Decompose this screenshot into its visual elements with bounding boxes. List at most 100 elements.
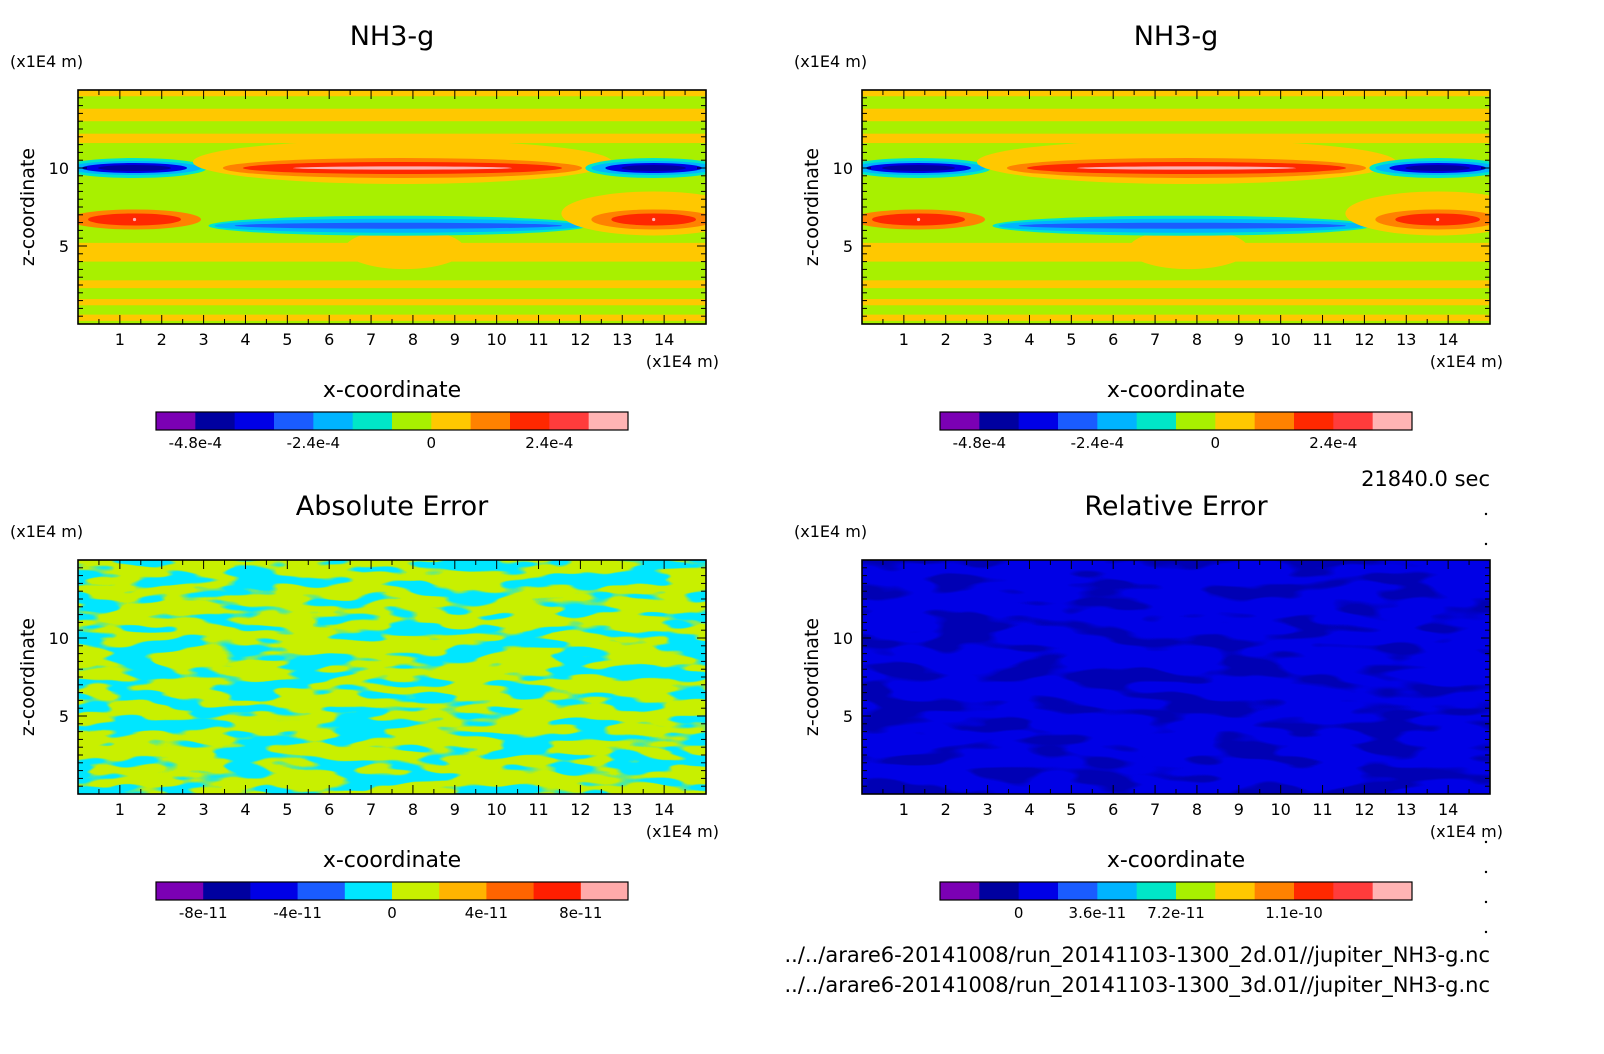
chart-title: NH3-g: [350, 21, 435, 52]
x-tick-label: 8: [1192, 800, 1202, 819]
colorbar-frame: [939, 411, 1413, 431]
x-tick-label: 9: [450, 330, 460, 349]
x-unit-label: (x1E4 m): [646, 822, 719, 841]
x-tick-label: 11: [1312, 330, 1332, 349]
x-tick-label: 14: [654, 800, 674, 819]
x-tick-label: 5: [1066, 330, 1076, 349]
panel-nh3-3d: NH3-g (x1E4 m) (x1E4 m) x-coordinate z-coord…: [794, 21, 1503, 452]
x-axis: [98, 560, 686, 794]
colorbar: 0 3.6e-11 7.2e-11 1.1e-10: [939, 881, 1413, 922]
colorbar-swatch: [1058, 412, 1098, 430]
colorbar-swatch: [156, 882, 204, 900]
colorbar-swatch: [203, 882, 251, 900]
x-tick-label: 1: [899, 800, 909, 819]
colorbar-tick-label: 8e-11: [559, 904, 602, 922]
z-tick-label: 5: [843, 237, 853, 256]
colorbar-swatch: [234, 412, 275, 430]
x-tick-label: 7: [366, 330, 376, 349]
z-tick-label: 10: [833, 629, 853, 648]
x-tick-label: 10: [1270, 330, 1290, 349]
colorbar-swatch: [313, 412, 354, 430]
panel-nh3-2d: NH3-g (x1E4 m) (x1E4 m) x-coordinate z-coord…: [10, 21, 719, 452]
z-tick-label: 10: [49, 629, 69, 648]
x-unit-label: (x1E4 m): [1430, 352, 1503, 371]
x-tick-label: 12: [570, 800, 590, 819]
field-features: [78, 140, 706, 236]
colorbar-tick-label: 1.1e-10: [1265, 904, 1323, 922]
colorbar-swatch: [1176, 882, 1216, 900]
field-band: [862, 314, 1490, 321]
colorbar-swatch: [1294, 882, 1334, 900]
colorbar-tick-label: -4.8e-4: [169, 434, 222, 452]
x-unit-label: (x1E4 m): [646, 352, 719, 371]
colorbar-tick-label: -8e-11: [179, 904, 228, 922]
colorbar-tick-label: 0: [427, 434, 437, 452]
file-path-2d: ../../arare6-20141008/run_20141103-1300_…: [784, 943, 1490, 968]
x-tick-label: 1: [115, 330, 125, 349]
chart-title: NH3-g: [1134, 21, 1219, 52]
x-tick-label: 6: [1108, 330, 1118, 349]
x-axis: [98, 90, 686, 324]
x-tick-label: 3: [199, 330, 209, 349]
colorbar-swatch: [486, 882, 535, 900]
x-tick-label: 12: [1354, 330, 1374, 349]
colorbar-swatch: [1018, 412, 1059, 430]
negative-peak: [621, 165, 687, 171]
positive-peak: [1076, 166, 1297, 170]
z-axis: [862, 97, 1490, 317]
field-band: [78, 133, 706, 144]
colorbar-swatch: [940, 412, 980, 430]
colorbar-swatch: [439, 882, 487, 900]
plot-area: [78, 560, 706, 794]
colorbar-swatch: [1254, 412, 1295, 430]
field-band: [78, 299, 706, 306]
colorbar-tick-label: 2.4e-4: [525, 434, 573, 452]
x-tick-label: 7: [1150, 800, 1160, 819]
colorbar-swatch: [549, 412, 590, 430]
colorbar-tick-label: -4.8e-4: [953, 434, 1006, 452]
colorbar-swatch: [392, 412, 432, 430]
z-axis-label: z-coordinate: [801, 148, 823, 266]
negative-core: [234, 222, 563, 229]
x-axis: [882, 90, 1470, 324]
colorbar-tick-label: -2.4e-4: [287, 434, 340, 452]
field-features: [862, 140, 1490, 236]
colorbar-tick-label: 0: [387, 904, 397, 922]
x-tick-label: 4: [240, 800, 250, 819]
z-axis-label: z-coordinate: [17, 618, 39, 736]
x-tick-label: 5: [282, 330, 292, 349]
z-axis: [862, 567, 1490, 787]
x-tick-label: 11: [528, 330, 548, 349]
z-unit-label: (x1E4 m): [794, 52, 867, 71]
colorbar-tick-label: 4e-11: [465, 904, 508, 922]
x-tick-label: 14: [1438, 800, 1458, 819]
plot-area: [862, 90, 1490, 324]
colorbar-tick-label: 7.2e-11: [1147, 904, 1205, 922]
colorbar-swatch: [1215, 882, 1256, 900]
z-tick-label: 5: [59, 707, 69, 726]
x-tick-label: 13: [612, 330, 632, 349]
x-tick-label: 8: [408, 800, 418, 819]
z-unit-label: (x1E4 m): [10, 522, 83, 541]
time-label: 21840.0 sec: [1361, 467, 1490, 491]
x-tick-label: 14: [1438, 330, 1458, 349]
colorbar-swatch: [1097, 412, 1138, 430]
x-axis-label: x-coordinate: [1107, 848, 1245, 873]
x-axis: [882, 560, 1470, 794]
x-tick-label: 13: [1396, 800, 1416, 819]
field-band: [78, 314, 706, 321]
colorbar: -4.8e-4 -2.4e-4 0 2.4e-4: [939, 411, 1413, 452]
z-tick-label: 10: [833, 159, 853, 178]
x-tick-label: 10: [486, 330, 506, 349]
colorbar: -8e-11 -4e-11 0 4e-11 8e-11: [155, 881, 629, 922]
colorbar-swatch: [1018, 882, 1059, 900]
colorbar-frame: [155, 881, 629, 901]
x-tick-label: 2: [941, 800, 951, 819]
colorbar-swatch: [470, 412, 511, 430]
x-tick-label: 5: [282, 800, 292, 819]
colorbar-tick-label: -2.4e-4: [1071, 434, 1124, 452]
positive-peak: [652, 217, 656, 222]
x-tick-label: 2: [157, 330, 167, 349]
x-tick-label: 3: [983, 330, 993, 349]
